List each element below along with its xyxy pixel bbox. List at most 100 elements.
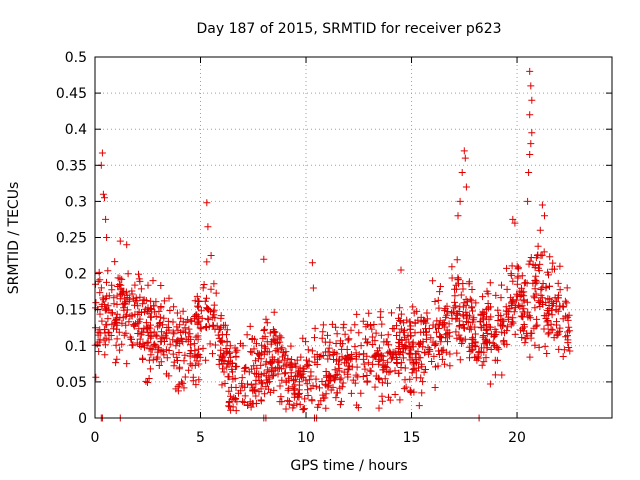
data-point — [528, 129, 536, 137]
data-point — [251, 335, 259, 343]
data-point — [180, 384, 188, 392]
y-tick-label: 0.25 — [56, 231, 87, 247]
data-point — [442, 331, 450, 339]
data-point — [554, 329, 562, 337]
data-point — [203, 199, 211, 207]
data-point — [185, 366, 193, 374]
data-point — [308, 397, 316, 405]
data-point — [492, 328, 500, 336]
data-point — [260, 327, 268, 334]
data-point — [150, 328, 158, 336]
data-point — [227, 353, 235, 361]
data-point — [96, 326, 104, 334]
data-point — [536, 260, 544, 268]
data-point — [225, 387, 233, 395]
data-point — [325, 344, 333, 352]
data-point — [451, 302, 459, 310]
data-point — [406, 325, 414, 333]
data-point — [546, 282, 553, 290]
x-tick-label: 10 — [297, 430, 315, 446]
data-point — [192, 333, 200, 341]
data-point — [348, 363, 356, 371]
data-point — [520, 321, 528, 328]
data-point — [270, 308, 278, 316]
data-point — [278, 365, 286, 373]
data-point — [471, 330, 479, 338]
data-point — [477, 317, 485, 325]
data-point — [387, 355, 395, 363]
data-point — [533, 278, 541, 286]
data-point — [265, 368, 273, 376]
data-point — [294, 390, 302, 398]
data-point — [179, 307, 187, 315]
data-point — [429, 277, 437, 285]
data-point — [102, 215, 110, 223]
data-point — [462, 312, 470, 319]
data-point — [193, 292, 201, 300]
data-point — [135, 270, 142, 278]
data-point — [363, 339, 371, 347]
data-point — [554, 307, 562, 315]
data-point — [369, 341, 377, 348]
data-point — [554, 294, 562, 302]
data-point — [375, 404, 383, 412]
data-point — [451, 298, 459, 306]
data-point — [122, 321, 130, 329]
data-point — [241, 392, 249, 400]
data-point — [324, 372, 332, 380]
data-point — [204, 223, 212, 231]
data-point — [104, 328, 112, 336]
data-point — [542, 315, 550, 322]
data-point — [132, 297, 140, 305]
data-point — [134, 330, 142, 337]
data-point — [145, 375, 153, 382]
data-point — [516, 287, 524, 295]
data-point — [443, 302, 451, 310]
data-point — [157, 338, 165, 346]
data-point — [375, 376, 383, 384]
data-point — [406, 318, 414, 326]
data-point — [374, 357, 382, 365]
data-point — [472, 299, 480, 307]
data-point — [472, 353, 480, 361]
data-point — [532, 322, 540, 330]
data-point — [319, 352, 327, 359]
data-point — [154, 323, 162, 331]
data-point — [398, 341, 406, 348]
data-point — [436, 283, 444, 290]
data-point — [520, 297, 528, 305]
data-point — [227, 392, 234, 400]
data-point — [109, 309, 116, 317]
data-point — [452, 328, 460, 336]
data-point — [468, 303, 476, 311]
data-point — [261, 343, 269, 351]
data-point — [97, 284, 105, 292]
data-point — [148, 346, 156, 354]
data-point — [509, 277, 517, 285]
data-point — [319, 328, 327, 336]
data-point — [469, 336, 477, 344]
data-point — [189, 373, 197, 381]
data-point — [316, 384, 323, 392]
data-point — [205, 305, 213, 313]
data-point — [535, 299, 543, 306]
data-point — [509, 215, 517, 223]
data-point — [231, 374, 239, 382]
data-point — [548, 311, 556, 319]
data-point — [537, 297, 545, 305]
data-point — [233, 346, 241, 354]
data-point — [104, 267, 112, 275]
data-point — [110, 300, 118, 308]
data-point — [246, 322, 254, 330]
data-point — [337, 397, 345, 405]
data-point — [364, 321, 372, 328]
data-point — [137, 343, 145, 350]
data-point — [559, 303, 567, 311]
data-point — [286, 363, 294, 371]
data-point — [104, 315, 112, 323]
data-point — [363, 378, 371, 386]
data-point — [326, 338, 334, 346]
data-point — [415, 354, 423, 362]
data-point — [98, 149, 106, 157]
data-point — [432, 363, 439, 371]
